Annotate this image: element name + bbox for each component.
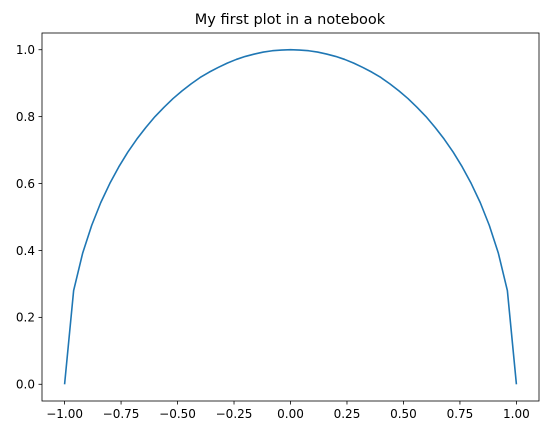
y-tick-label: 0.2 bbox=[16, 311, 35, 325]
x-axis-ticks: −1.00 −0.75 −0.50 −0.25 0.00 0.25 0.50 0.75 1.00 bbox=[46, 401, 530, 421]
y-tick-label: 0.4 bbox=[16, 244, 35, 258]
x-tick-label: 0.25 bbox=[334, 407, 361, 421]
x-tick-label: 0.00 bbox=[277, 407, 304, 421]
series-line bbox=[63, 48, 518, 385]
x-tick-label: 0.50 bbox=[390, 407, 417, 421]
y-tick-label: 0.0 bbox=[16, 378, 35, 392]
plot-frame bbox=[41, 32, 540, 402]
x-tick-label: 1.00 bbox=[503, 407, 530, 421]
plot-background bbox=[42, 33, 539, 401]
y-tick-label: 0.8 bbox=[16, 110, 35, 124]
x-tick-label: −0.75 bbox=[103, 407, 140, 421]
y-axis-ticks: 0.0 0.2 0.4 0.6 0.8 1.0 bbox=[16, 43, 42, 392]
x-tick-label: −1.00 bbox=[46, 407, 83, 421]
x-tick-label: −0.25 bbox=[216, 407, 253, 421]
x-tick-label: 0.75 bbox=[447, 407, 474, 421]
x-tick-label: −0.50 bbox=[159, 407, 196, 421]
y-tick-label: 0.6 bbox=[16, 177, 35, 191]
chart-title: My first plot in a notebook bbox=[195, 12, 386, 28]
y-tick-label: 1.0 bbox=[16, 43, 35, 57]
series-layer bbox=[63, 48, 518, 385]
